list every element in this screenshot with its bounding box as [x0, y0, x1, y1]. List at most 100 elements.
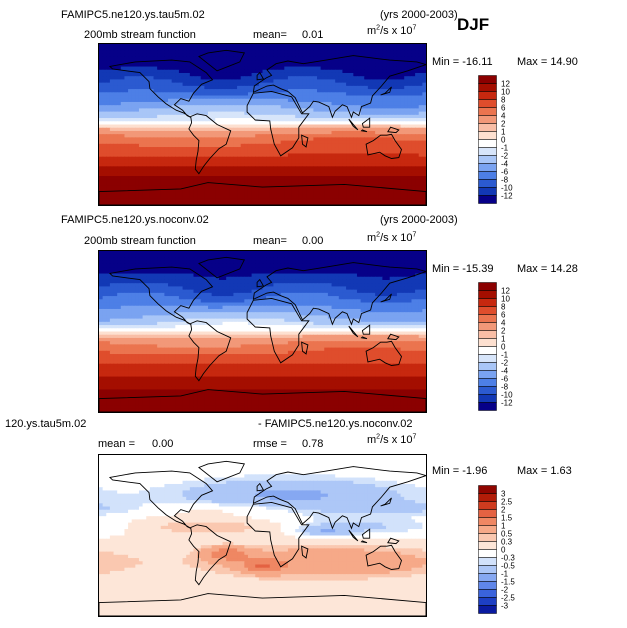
panel1-map-cell: [113, 89, 118, 93]
panel1-map-cell: [338, 156, 344, 161]
panel1-map-cell: [168, 201, 173, 205]
panel1-map-cell: [106, 118, 111, 122]
panel1-map-cell: [102, 182, 107, 187]
panel1-map-cell: [99, 185, 104, 190]
panel1-map-cell: [389, 53, 394, 58]
panel1-map-cell: [164, 118, 169, 122]
panel1-map-cell: [182, 47, 187, 52]
panel1-map-cell: [135, 105, 140, 109]
panel1-map-cell: [208, 121, 213, 126]
panel1-map-cell: [189, 60, 195, 64]
panel1-map-cell: [317, 198, 322, 203]
panel1-map-cell: [197, 127, 202, 132]
panel1-map-cell: [142, 66, 147, 71]
panel1-map-cell: [404, 198, 409, 203]
panel1-map-cell: [109, 69, 115, 74]
panel1-map-cell: [418, 114, 423, 119]
panel1-map-cell: [164, 44, 169, 48]
panel1-map-cell: [295, 179, 300, 184]
panel1-map-cell: [131, 72, 136, 77]
panel2-map-cell: [237, 263, 242, 268]
panel1-map-cell: [266, 56, 271, 61]
panel1-map-cell: [331, 130, 336, 135]
panel1-map-cell: [375, 137, 380, 142]
panel1-map-cell: [113, 95, 118, 100]
panel1-map-cell: [99, 50, 104, 55]
panel1-map-cell: [262, 72, 267, 77]
panel1-map-cell: [302, 182, 307, 187]
panel1-map-cell: [240, 82, 245, 87]
panel1-map-cell: [131, 153, 136, 158]
panel1-map-cell: [302, 156, 307, 161]
panel1-map-cell: [211, 118, 216, 122]
panel1-map-cell: [164, 53, 169, 58]
panel1-map-cell: [364, 188, 369, 193]
panel1-map-cell: [106, 188, 111, 193]
panel1-map-cell: [422, 101, 426, 106]
panel1-map-cell: [313, 98, 318, 103]
panel1-map-cell: [164, 156, 169, 161]
panel1-map-cell: [226, 166, 231, 171]
panel1-map-cell: [382, 137, 387, 142]
panel1-map-cell: [226, 188, 231, 193]
panel2-map-cell: [386, 260, 391, 265]
panel2-map-cell: [135, 257, 140, 262]
panel1-map-cell: [197, 143, 202, 148]
panel1-map-cell: [415, 153, 420, 158]
panel1-map-cell: [356, 147, 362, 151]
panel1-map-cell: [215, 182, 220, 187]
panel1-map-cell: [360, 72, 365, 77]
panel1-map-cell: [117, 114, 122, 119]
panel1-map-cell: [120, 118, 126, 122]
panel1-map-cell: [131, 185, 136, 190]
panel1-map-cell: [218, 150, 224, 155]
panel1-map-cell: [153, 50, 158, 55]
panel1-map-cell: [218, 56, 224, 61]
panel1-map-cell: [287, 195, 293, 200]
panel1-map-cell: [298, 140, 304, 145]
panel2-map-cell: [415, 260, 420, 265]
panel2-map-cell: [258, 251, 264, 255]
panel1-map-cell: [131, 176, 136, 180]
panel2-map-cell: [168, 251, 173, 255]
panel1-map-cell: [120, 56, 126, 61]
panel1-map-cell: [360, 47, 365, 52]
panel1-map-cell: [353, 159, 358, 164]
panel2-map-cell: [396, 260, 402, 265]
panel1-map-cell: [364, 44, 369, 48]
panel1-map-cell: [120, 124, 126, 129]
panel1-map-cell: [262, 137, 267, 142]
panel1-map-cell: [327, 172, 333, 177]
panel1-map-cell: [229, 95, 235, 100]
panel1-map-cell: [349, 192, 354, 196]
panel1-map-cell: [189, 201, 195, 205]
panel1-map-cell: [138, 137, 144, 142]
panel2-map-cell: [128, 260, 133, 265]
panel1-map-cell: [255, 143, 260, 148]
panel1-map-cell: [171, 121, 176, 126]
panel1-map-cell: [313, 108, 318, 113]
panel1-map-cell: [131, 114, 136, 119]
panel1-map-cell: [124, 72, 129, 77]
panel1-map-cell: [400, 150, 405, 155]
panel1-map-cell: [356, 124, 362, 129]
panel1-map-cell: [120, 111, 126, 116]
panel1-map-cell: [200, 143, 205, 148]
panel1-map-cell: [120, 147, 126, 151]
panel1-map-cell: [135, 179, 140, 184]
panel1-map-cell: [302, 169, 307, 174]
panel1-map-cell: [222, 195, 227, 200]
panel2-map-cell: [338, 263, 344, 268]
panel1-map-cell: [197, 118, 202, 122]
panel1-map-cell: [186, 118, 191, 122]
panel1-map-cell: [291, 92, 296, 97]
panel1-map-cell: [349, 166, 354, 171]
panel1-map-cell: [182, 169, 187, 174]
panel1-map-cell: [371, 150, 376, 155]
panel1-map-cell: [407, 166, 413, 171]
panel1-map-cell: [226, 89, 231, 93]
panel1-map-cell: [382, 47, 387, 52]
panel1-map-cell: [262, 198, 267, 203]
panel1-map-cell: [302, 147, 307, 151]
panel1-map-cell: [335, 147, 340, 151]
